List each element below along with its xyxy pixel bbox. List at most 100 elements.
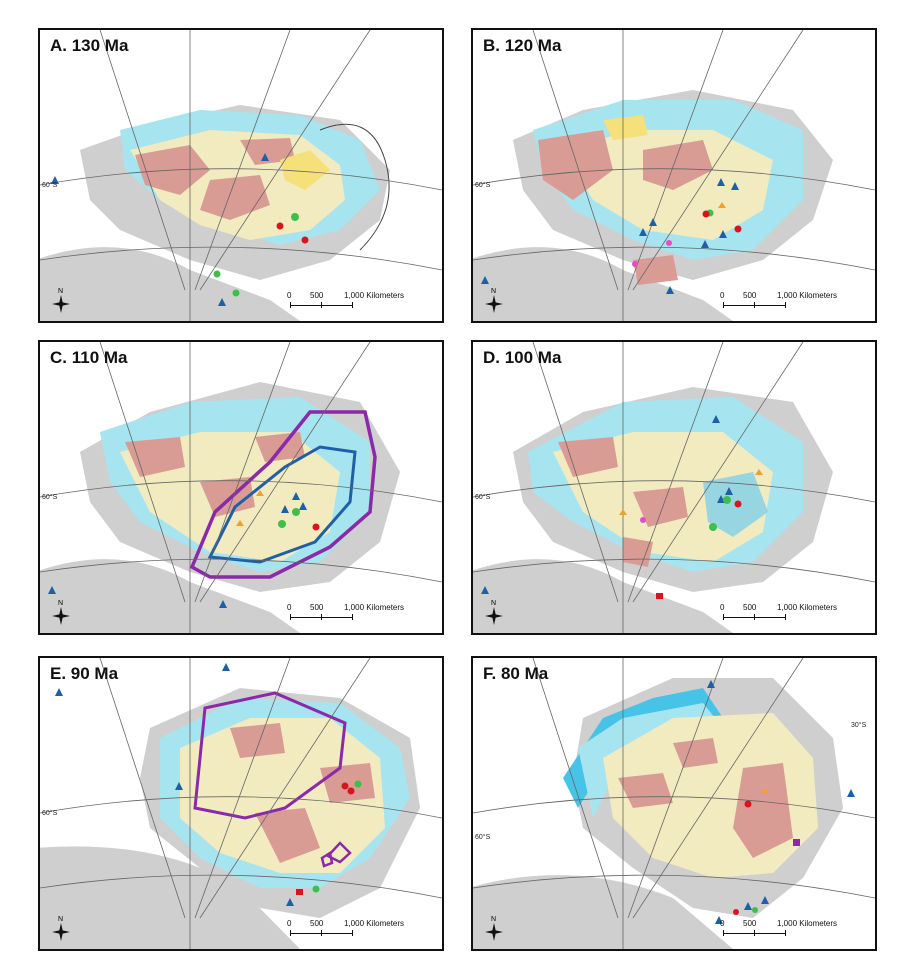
scale-tick — [754, 614, 755, 620]
scale-bar: 0 500 1,000 Kilometers — [284, 919, 434, 943]
green-marker — [354, 780, 362, 788]
triangle-marker — [281, 505, 289, 513]
latitude-label: 60°S — [475, 494, 491, 501]
green-marker — [723, 496, 731, 504]
scale-tick — [290, 930, 291, 936]
upland — [673, 738, 718, 768]
triangle-marker — [717, 178, 725, 186]
coastal — [280, 150, 330, 190]
upland — [240, 138, 295, 165]
triangle-marker — [731, 182, 739, 190]
land-mass — [473, 875, 733, 949]
scale-zero: 0 — [287, 603, 292, 612]
red-marker — [276, 222, 284, 230]
outline-purple — [325, 841, 352, 864]
fluvial-lacustrine — [180, 718, 385, 873]
scale-zero: 0 — [287, 291, 292, 300]
coast-outline — [319, 123, 390, 251]
paleomap-130ma — [40, 30, 442, 321]
site-markers — [481, 178, 742, 294]
orange-marker — [755, 469, 763, 475]
triangle-marker — [719, 230, 727, 238]
outline-purple — [320, 850, 334, 868]
red-marker — [744, 800, 752, 808]
scale-tick — [785, 930, 786, 936]
scale-tick — [785, 302, 786, 308]
triangle-marker — [286, 898, 294, 906]
paleomap-120ma — [473, 30, 875, 321]
orange-marker — [619, 509, 627, 515]
upland — [618, 773, 673, 808]
map-panel-130ma: A. 130 Ma 60°S N 0 500 1,000 Kilometers — [38, 28, 444, 323]
north-arrow-icon: N — [481, 913, 507, 943]
upland — [623, 537, 653, 567]
site-markers — [51, 153, 309, 306]
triangle-marker — [761, 896, 769, 904]
coastal — [603, 115, 648, 140]
north-arrow-icon: N — [481, 597, 507, 627]
site-markers — [707, 680, 855, 924]
site-markers — [55, 663, 362, 906]
scale-zero: 0 — [720, 291, 725, 300]
scale-end: 1,000 Kilometers — [344, 603, 405, 612]
triangle-marker — [639, 228, 647, 236]
upland — [733, 763, 793, 858]
green-marker — [709, 523, 717, 531]
graticule — [473, 342, 875, 633]
upland — [538, 130, 613, 200]
scale-mid: 500 — [310, 603, 324, 612]
graticule — [473, 658, 875, 949]
red-square-marker — [656, 593, 663, 599]
triangle-marker — [55, 688, 63, 696]
purple-square-marker — [793, 839, 800, 846]
triangle-marker — [717, 495, 725, 503]
red-square-marker — [296, 889, 303, 895]
scale-tick — [321, 930, 322, 936]
triangle-marker — [725, 487, 733, 495]
scale-end: 1,000 Kilometers — [777, 291, 838, 300]
north-arrow-icon: N — [48, 913, 74, 943]
green-marker — [278, 520, 286, 528]
panel-title: F. 80 Ma — [483, 664, 549, 683]
triangle-marker — [847, 789, 855, 797]
scale-mid: 500 — [310, 291, 324, 300]
graticule — [473, 30, 875, 321]
scale-tick — [352, 614, 353, 620]
north-arrow-icon: N — [48, 597, 74, 627]
pink-marker — [666, 240, 672, 246]
scale-end: 1,000 Kilometers — [344, 919, 405, 928]
north-arrow-icon: N — [48, 285, 74, 315]
scale-tick — [754, 930, 755, 936]
paleomap-80ma — [473, 658, 875, 949]
upland — [230, 723, 285, 758]
red-marker — [347, 787, 355, 795]
scale-bar: 0 500 1,000 Kilometers — [717, 603, 867, 627]
triangle-marker — [261, 153, 269, 161]
scale-bar: 0 500 1,000 Kilometers — [717, 919, 867, 943]
orange-marker — [718, 202, 726, 208]
scale-end: 1,000 Kilometers — [777, 919, 838, 928]
orange-marker — [761, 788, 769, 794]
scale-tick — [723, 302, 724, 308]
pink-marker — [632, 261, 638, 267]
paleomap-90ma — [40, 658, 442, 949]
land-mass — [473, 559, 733, 633]
latitude-label-30s: 30°S — [851, 722, 867, 729]
triangle-marker — [218, 298, 226, 306]
panel-title: E. 90 Ma — [50, 664, 119, 683]
triangle-marker — [649, 218, 657, 226]
green-marker — [752, 907, 758, 913]
green-marker — [232, 289, 240, 297]
panel-title: C. 110 Ma — [50, 348, 128, 367]
land-mass — [40, 559, 300, 633]
red-marker — [312, 523, 320, 531]
triangle-marker — [292, 492, 300, 500]
north-label: N — [491, 916, 496, 923]
orange-marker — [256, 490, 264, 496]
scale-mid: 500 — [310, 919, 324, 928]
green-marker — [292, 508, 300, 516]
scale-bar: 0 500 1,000 Kilometers — [284, 603, 434, 627]
panel-title: B. 120 Ma — [483, 36, 562, 55]
triangle-marker — [219, 600, 227, 608]
latitude-label: 60°S — [475, 834, 491, 841]
